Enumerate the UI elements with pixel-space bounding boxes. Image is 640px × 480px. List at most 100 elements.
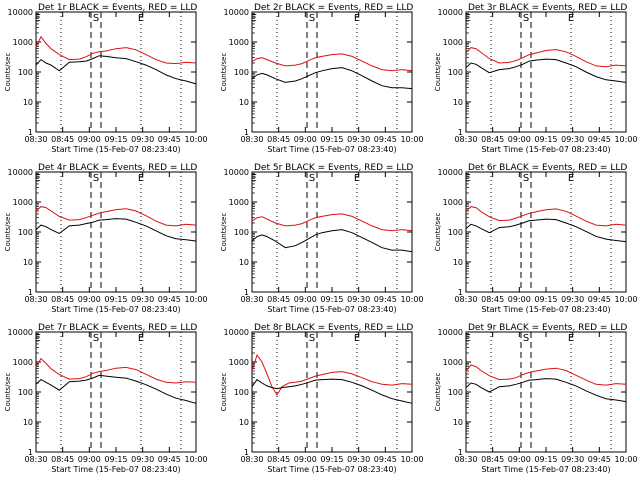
y-tick-label: 10 [239, 418, 249, 427]
series-line-events [465, 218, 627, 243]
x-tick-label: 09:45 [374, 135, 397, 144]
x-tick-label: 09:00 [78, 135, 101, 144]
y-tick-label: 1 [458, 288, 463, 297]
y-tick-label: 1000 [13, 198, 33, 207]
x-tick-label: 08:45 [481, 295, 504, 304]
y-tick-label: 100 [234, 388, 249, 397]
x-tick-label: 10:00 [184, 135, 207, 144]
x-tick-label: 09:00 [78, 295, 101, 304]
x-tick-label: 08:45 [267, 295, 290, 304]
panel-title: Det 8r BLACK = Events, RED = LLD [254, 323, 413, 333]
event-marker-label: S [309, 173, 315, 184]
event-marker-label: S [309, 13, 315, 24]
x-tick-label: 08:30 [24, 135, 47, 144]
y-tick-label: 1 [28, 128, 33, 137]
x-tick-label: 08:30 [24, 455, 47, 464]
series-line-lld [251, 354, 413, 396]
y-tick-label: 10 [453, 258, 463, 267]
x-axis-title: Start Time (15-Feb-07 08:23:40) [51, 305, 180, 314]
event-marker-label: E [354, 333, 360, 344]
panel-title: Det 4r BLACK = Events, RED = LLD [38, 163, 197, 173]
y-tick-label: 100 [448, 228, 463, 237]
event-marker-label: S [523, 13, 529, 24]
x-tick-label: 09:15 [104, 455, 127, 464]
x-tick-label: 09:00 [294, 295, 317, 304]
x-tick-label: 09:45 [588, 455, 611, 464]
series-line-events [35, 55, 197, 85]
series-line-events [251, 229, 413, 253]
x-tick-label: 09:45 [158, 455, 181, 464]
y-tick-label: 10000 [438, 168, 463, 177]
x-tick-label: 08:30 [240, 295, 263, 304]
y-tick-label: 1 [458, 128, 463, 137]
series-line-lld [35, 206, 197, 227]
x-tick-label: 08:30 [240, 455, 263, 464]
series-line-events [35, 374, 197, 404]
event-marker-label: E [35, 13, 41, 24]
y-tick-label: 100 [448, 68, 463, 77]
y-tick-label: 100 [234, 68, 249, 77]
event-marker-label: S [93, 333, 99, 344]
x-tick-label: 09:30 [131, 135, 154, 144]
event-marker-label: S [93, 173, 99, 184]
event-marker-label: E [354, 13, 360, 24]
y-tick-label: 10 [23, 98, 33, 107]
y-tick-label: 10000 [438, 8, 463, 17]
x-tick-label: 09:15 [104, 295, 127, 304]
y-tick-label: 100 [448, 388, 463, 397]
x-tick-label: 08:30 [240, 135, 263, 144]
series-line-events [35, 218, 197, 242]
x-axis-title: Start Time (15-Feb-07 08:23:40) [481, 305, 610, 314]
x-tick-label: 08:45 [267, 135, 290, 144]
x-tick-label: 09:15 [534, 135, 557, 144]
panel-title: Det 7r BLACK = Events, RED = LLD [38, 323, 197, 333]
event-marker-label: E [138, 333, 144, 344]
y-axis-title: Counts/sec [4, 213, 12, 252]
y-tick-label: 10000 [224, 328, 249, 337]
y-tick-label: 1000 [229, 38, 249, 47]
y-axis-title: Counts/sec [4, 373, 12, 412]
detector-panel: Det 4r BLACK = Events, RED = LLD 1 10 100 10… [4, 163, 208, 314]
event-marker-label: E [35, 333, 41, 344]
event-marker-label: S [309, 333, 315, 344]
y-axis-title: Counts/sec [434, 373, 442, 412]
series-line-lld [465, 47, 627, 68]
x-tick-label: 09:15 [320, 135, 343, 144]
y-tick-label: 10000 [224, 168, 249, 177]
x-tick-label: 09:45 [158, 135, 181, 144]
series-line-lld [35, 357, 197, 384]
x-axis-title: Start Time (15-Feb-07 08:23:40) [267, 465, 396, 474]
series-line-events [465, 378, 627, 403]
y-tick-label: 10 [23, 418, 33, 427]
x-tick-label: 08:30 [454, 295, 477, 304]
x-tick-label: 09:45 [374, 455, 397, 464]
y-tick-label: 1 [244, 128, 249, 137]
y-axis-title: Counts/sec [220, 373, 228, 412]
series-line-lld [465, 364, 627, 386]
x-axis-title: Start Time (15-Feb-07 08:23:40) [51, 145, 180, 154]
x-tick-label: 09:00 [508, 455, 531, 464]
event-marker-label: E [138, 13, 144, 24]
x-tick-label: 09:45 [158, 295, 181, 304]
x-tick-label: 09:30 [561, 455, 584, 464]
x-tick-label: 08:30 [454, 455, 477, 464]
y-tick-label: 1 [458, 448, 463, 457]
event-marker-label: E [251, 13, 257, 24]
y-tick-label: 10 [23, 258, 33, 267]
x-tick-label: 09:30 [131, 295, 154, 304]
x-tick-label: 09:00 [508, 295, 531, 304]
event-marker-label: E [251, 173, 257, 184]
x-tick-label: 10:00 [614, 295, 637, 304]
y-axis-title: Counts/sec [434, 213, 442, 252]
x-tick-label: 08:45 [481, 455, 504, 464]
x-tick-label: 09:15 [534, 295, 557, 304]
y-tick-label: 1000 [443, 358, 463, 367]
detector-panel: Det 3r BLACK = Events, RED = LLD 1 10 100 10… [434, 3, 638, 154]
series-line-lld [251, 213, 413, 232]
x-tick-label: 09:00 [508, 135, 531, 144]
y-tick-label: 1000 [443, 198, 463, 207]
x-tick-label: 10:00 [400, 455, 423, 464]
x-tick-label: 09:45 [374, 295, 397, 304]
y-tick-label: 10000 [8, 328, 33, 337]
x-tick-label: 08:45 [51, 455, 74, 464]
